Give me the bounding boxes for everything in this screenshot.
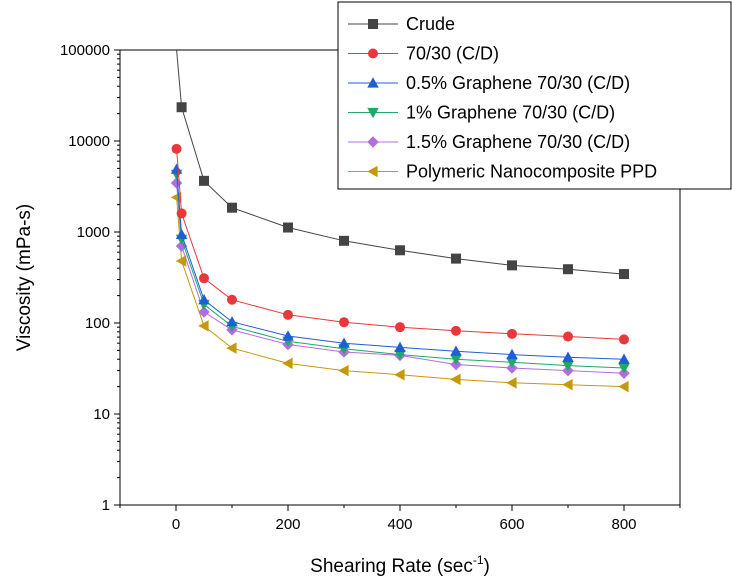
series-5 xyxy=(170,191,629,393)
data-point xyxy=(450,354,462,365)
data-point xyxy=(282,330,294,341)
data-point xyxy=(176,102,187,113)
x-axis-title-close: ) xyxy=(484,556,490,577)
data-point xyxy=(450,373,461,386)
series-line xyxy=(176,174,625,369)
x-tick-label: 200 xyxy=(275,516,300,533)
data-point xyxy=(562,351,574,362)
data-point xyxy=(226,342,237,354)
data-point xyxy=(618,353,630,364)
legend-entry: 1% Graphene 70/30 (C/D) xyxy=(348,103,615,123)
legend-marker xyxy=(368,19,378,29)
legend-label: 1.5% Graphene 70/30 (C/D) xyxy=(406,132,630,152)
x-tick-label: 400 xyxy=(387,516,412,533)
y-tick-label: 1000 xyxy=(77,224,110,241)
axis-ticks: 0 200 400 600 800 1 10 100 1000 10000 100000 xyxy=(60,42,681,533)
series-2 xyxy=(170,163,630,364)
data-point xyxy=(507,260,517,271)
legend-entry: 1.5% Graphene 70/30 (C/D) xyxy=(348,132,630,152)
legend-entry: Polymeric Nanocomposite PPD xyxy=(348,162,657,182)
data-point xyxy=(394,368,405,381)
data-point xyxy=(283,309,293,320)
data-point xyxy=(395,322,405,333)
data-point xyxy=(451,253,461,264)
data-point xyxy=(506,377,517,389)
data-point xyxy=(562,378,573,391)
legend-marker xyxy=(367,136,379,148)
data-point xyxy=(198,306,210,318)
legend-marker xyxy=(367,165,378,178)
data-point xyxy=(395,245,405,256)
data-point xyxy=(170,163,183,174)
data-point xyxy=(199,273,209,284)
data-point xyxy=(507,328,517,339)
data-point xyxy=(227,294,237,305)
data-point xyxy=(175,228,188,240)
data-point xyxy=(171,143,182,154)
series-layer xyxy=(170,49,630,393)
y-tick-label: 100000 xyxy=(60,42,110,59)
data-point xyxy=(198,294,210,305)
legend-entry: 0.5% Graphene 70/30 (C/D) xyxy=(348,73,630,93)
legend-label: 0.5% Graphene 70/30 (C/D) xyxy=(406,73,630,93)
x-tick-label: 600 xyxy=(499,516,524,533)
data-point xyxy=(226,316,238,327)
x-axis-title-superscript: -1 xyxy=(473,553,484,567)
x-axis-title-main: Shearing Rate (sec xyxy=(310,556,473,577)
data-point xyxy=(562,361,574,372)
y-tick-label: 100 xyxy=(85,315,110,332)
data-point xyxy=(338,337,350,348)
data-point xyxy=(450,345,462,356)
data-point xyxy=(506,348,518,360)
legend-box xyxy=(337,1,732,190)
data-point xyxy=(563,331,573,342)
x-tick-label: 800 xyxy=(611,516,636,533)
legend-label: Crude xyxy=(406,14,455,34)
data-point xyxy=(198,320,209,332)
data-point xyxy=(619,334,629,345)
legend-marker xyxy=(367,77,379,88)
data-point xyxy=(394,349,406,361)
legend: Crude 70/30 (C/D) 0.5% Graphene 70/30 (C/D… xyxy=(337,1,732,190)
data-point xyxy=(394,341,406,352)
data-point xyxy=(563,264,573,275)
data-point xyxy=(619,269,629,280)
legend-marker xyxy=(367,107,379,119)
data-point xyxy=(282,357,293,370)
legend-label: 1% Graphene 70/30 (C/D) xyxy=(406,103,615,123)
x-tick-label: 0 xyxy=(172,516,180,533)
data-point xyxy=(451,325,461,336)
y-tick-label: 10000 xyxy=(68,133,110,150)
data-point xyxy=(283,222,293,233)
legend-label: Polymeric Nanocomposite PPD xyxy=(406,162,657,182)
data-point xyxy=(227,202,237,213)
data-point xyxy=(175,255,187,267)
data-point xyxy=(339,235,349,246)
series-1 xyxy=(171,143,629,345)
y-tick-label: 1 xyxy=(102,497,110,514)
data-point xyxy=(199,175,209,186)
legend-label: 70/30 (C/D) xyxy=(406,44,499,64)
legend-marker xyxy=(368,48,378,59)
y-axis-title: Viscosity (mPa-s) xyxy=(14,204,35,351)
data-point xyxy=(618,363,630,374)
y-tick-label: 10 xyxy=(93,406,110,423)
data-point xyxy=(338,364,349,377)
x-axis-title: Shearing Rate (sec-1) xyxy=(310,553,490,577)
legend-entry: 70/30 (C/D) xyxy=(348,44,499,64)
legend-entry: Crude xyxy=(348,14,455,34)
series-0 xyxy=(176,49,629,280)
data-point xyxy=(618,380,629,393)
data-point xyxy=(506,357,518,369)
data-point xyxy=(339,317,349,328)
data-point xyxy=(176,208,187,219)
